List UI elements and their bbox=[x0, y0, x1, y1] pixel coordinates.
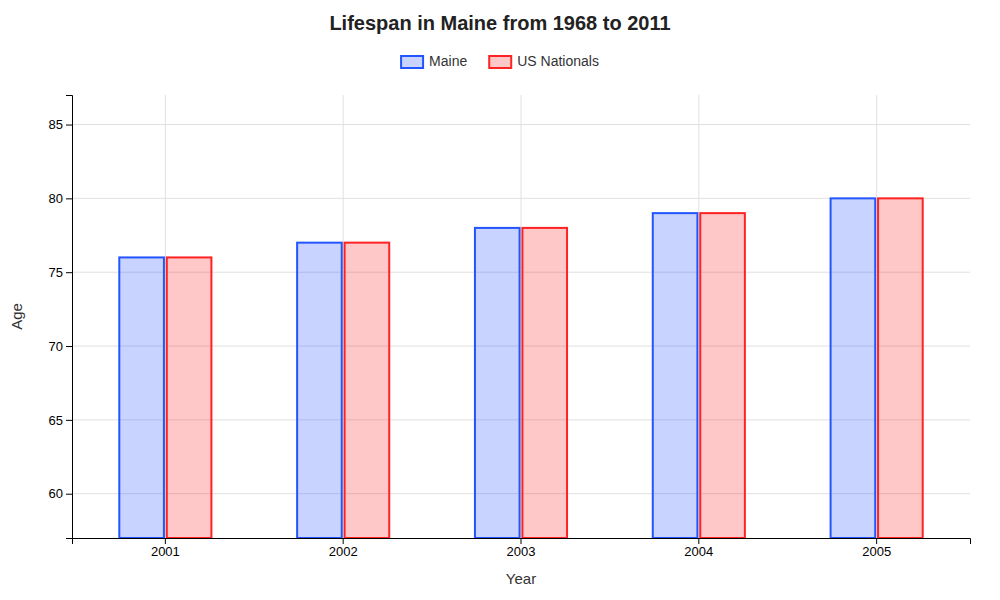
y-tick: 65 bbox=[49, 413, 72, 428]
tick-label: 2005 bbox=[862, 544, 891, 559]
x-tick: 2003 bbox=[507, 538, 536, 559]
bar bbox=[475, 228, 520, 538]
tick-mark bbox=[876, 538, 877, 544]
tick-label: 2003 bbox=[507, 544, 536, 559]
tick-mark bbox=[698, 538, 699, 544]
tick-mark bbox=[521, 538, 522, 544]
y-tick: 60 bbox=[49, 486, 72, 501]
grid bbox=[72, 95, 970, 538]
tick-mark bbox=[66, 494, 72, 495]
grid-line-x bbox=[698, 95, 699, 538]
bar-series bbox=[119, 198, 875, 538]
tick-label: 75 bbox=[49, 265, 63, 280]
bar bbox=[167, 257, 212, 538]
tick-label: 2001 bbox=[151, 544, 180, 559]
grid-line-x bbox=[165, 95, 166, 538]
x-axis: 2001 2002 2003 2004 2005 bbox=[73, 538, 971, 559]
tick-label: 2004 bbox=[684, 544, 713, 559]
bar bbox=[522, 228, 567, 538]
grid-line-x bbox=[876, 95, 877, 538]
y-axis-label: Age bbox=[8, 303, 25, 330]
tick-label: 2002 bbox=[329, 544, 358, 559]
bar bbox=[700, 213, 745, 538]
grid-line-x bbox=[521, 95, 522, 538]
y-tick: 75 bbox=[49, 265, 72, 280]
plot-area bbox=[119, 198, 922, 538]
tick-mark bbox=[165, 538, 166, 544]
tick-label: 70 bbox=[49, 339, 63, 354]
bar bbox=[297, 243, 342, 538]
bar bbox=[653, 213, 698, 538]
axis-line bbox=[66, 96, 73, 539]
legend-swatch bbox=[401, 56, 423, 68]
legend-item: Maine bbox=[401, 53, 467, 69]
x-tick: 2002 bbox=[329, 538, 358, 559]
title: Lifespan in Maine from 1968 to 2011 bbox=[329, 12, 670, 34]
x-axis-label: Year bbox=[506, 570, 536, 587]
tick-label: 65 bbox=[49, 413, 63, 428]
x-tick: 2005 bbox=[862, 538, 891, 559]
y-tick: 70 bbox=[49, 339, 72, 354]
y-tick: 80 bbox=[49, 191, 72, 206]
tick-label: 80 bbox=[49, 191, 63, 206]
bar-series bbox=[167, 198, 923, 538]
grid-line-x bbox=[343, 95, 344, 538]
axis-line bbox=[73, 539, 971, 545]
bar bbox=[831, 198, 876, 538]
bar bbox=[345, 243, 390, 538]
legend-item: US Nationals bbox=[489, 53, 599, 69]
legend-swatch bbox=[489, 56, 511, 68]
chart-svg: 2001 2002 2003 2004 2005 60 65 70 75 80 85 Lifespan… bbox=[0, 0, 1000, 600]
bar bbox=[878, 198, 923, 538]
legend-label: Maine bbox=[429, 53, 467, 69]
tick-mark bbox=[66, 125, 72, 126]
x-tick: 2001 bbox=[151, 538, 180, 559]
bar bbox=[119, 257, 164, 538]
tick-mark bbox=[66, 420, 72, 421]
legend: Maine US Nationals bbox=[401, 53, 599, 69]
tick-mark bbox=[66, 198, 72, 199]
y-tick: 85 bbox=[49, 117, 72, 132]
tick-mark bbox=[66, 272, 72, 273]
y-axis: 60 65 70 75 80 85 bbox=[49, 96, 73, 539]
tick-label: 60 bbox=[49, 486, 63, 501]
tick-mark bbox=[343, 538, 344, 544]
tick-mark bbox=[66, 346, 72, 347]
legend-label: US Nationals bbox=[517, 53, 599, 69]
tick-label: 85 bbox=[49, 117, 63, 132]
x-tick: 2004 bbox=[684, 538, 713, 559]
